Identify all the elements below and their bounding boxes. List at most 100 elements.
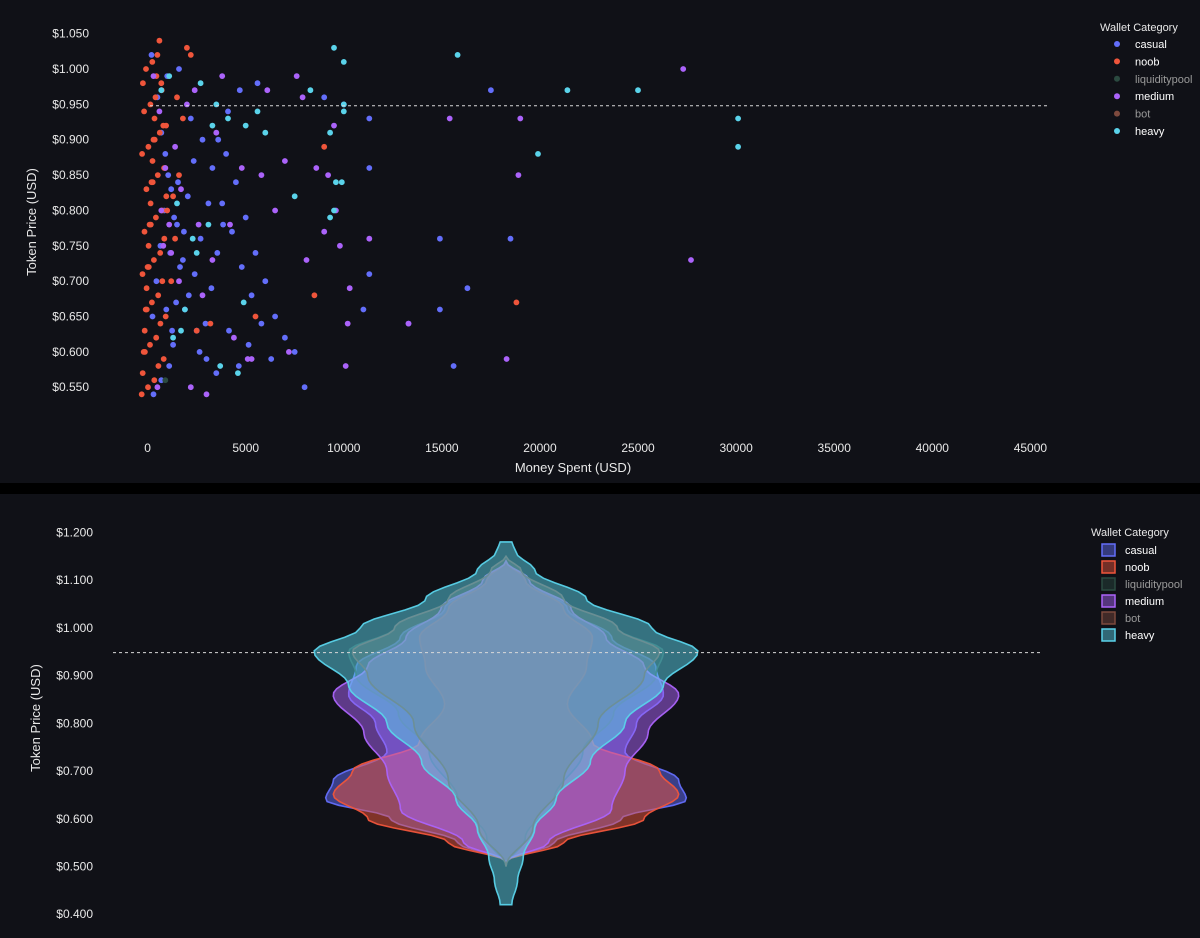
legend-item-liquiditypool[interactable]: liquiditypool (1101, 577, 1182, 591)
x-tick-label: 45000 (1014, 441, 1048, 455)
y-tick-label: $1.100 (56, 573, 93, 587)
data-point (174, 200, 180, 207)
data-point (168, 278, 175, 285)
data-point (162, 377, 169, 384)
data-point (153, 334, 160, 341)
data-point (342, 363, 349, 369)
data-point (174, 94, 180, 101)
data-point (340, 101, 347, 108)
data-point (166, 73, 173, 79)
legend-swatch (1101, 560, 1116, 574)
data-point (464, 285, 471, 292)
data-point (158, 207, 165, 214)
data-point (157, 250, 164, 256)
data-point (153, 278, 160, 285)
y-tick-label: $1.050 (52, 27, 89, 41)
data-point (293, 73, 300, 79)
data-point (242, 214, 249, 221)
legend-marker (1114, 110, 1120, 117)
data-point (163, 306, 170, 313)
data-point (331, 207, 337, 214)
data-point (223, 151, 230, 157)
data-point (340, 59, 347, 65)
data-point (282, 334, 288, 341)
legend-item-medium[interactable]: medium (1101, 594, 1164, 608)
data-point (143, 306, 150, 313)
data-point (235, 363, 242, 369)
data-point (168, 250, 175, 256)
data-point (202, 320, 209, 327)
data-point (152, 94, 159, 101)
data-point (291, 349, 298, 355)
legend-item-bot[interactable]: bot (1101, 611, 1140, 625)
x-tick-label: 25000 (621, 441, 655, 455)
data-point (366, 271, 373, 277)
x-tick-label: 15000 (425, 441, 459, 455)
legend-item-noob[interactable]: noob (1114, 56, 1159, 68)
series-noob (138, 37, 520, 398)
data-point (150, 73, 157, 79)
data-point (170, 193, 177, 200)
data-point (147, 221, 154, 228)
x-tick-label: 20000 (523, 441, 557, 455)
data-point (154, 52, 161, 58)
data-point (174, 221, 180, 228)
data-point (454, 52, 461, 58)
data-point (680, 66, 687, 72)
data-point (154, 172, 161, 179)
legend-item-heavy[interactable]: heavy (1101, 628, 1155, 642)
legend-item-bot[interactable]: bot (1114, 109, 1150, 121)
data-point (254, 80, 261, 87)
data-point (446, 115, 453, 122)
y-axis-title: Token Price (USD) (24, 168, 39, 276)
violins (313, 541, 699, 906)
data-point (225, 115, 231, 122)
data-point (138, 391, 145, 398)
data-point (205, 200, 212, 207)
data-point (169, 327, 176, 334)
data-point (258, 320, 265, 327)
y-axis-title: Token Price (USD) (28, 664, 43, 772)
legend-item-medium[interactable]: medium (1114, 91, 1174, 103)
violin-chart: $0.400 $0.500 $0.600 $0.700 $0.800 $0.900 $1.0… (28, 525, 1182, 921)
data-point (513, 299, 520, 306)
legend-item-liquiditypool[interactable]: liquiditypool (1114, 74, 1192, 86)
data-point (182, 306, 188, 313)
legend-swatch (1101, 628, 1116, 642)
y-tick-label: $0.550 (52, 380, 89, 394)
data-point (176, 172, 182, 179)
y-tick-label: $0.600 (52, 345, 89, 359)
legend-title: Wallet Category (1091, 527, 1169, 539)
data-point (158, 87, 165, 94)
data-point (515, 172, 522, 179)
data-point (217, 363, 224, 369)
legend-marker (1114, 93, 1120, 100)
legend-item-heavy[interactable]: heavy (1114, 126, 1165, 138)
legend-marker (1114, 41, 1120, 47)
data-point (325, 172, 331, 179)
y-tick-label: $1.200 (56, 525, 93, 539)
data-point (191, 271, 198, 277)
data-point (244, 356, 251, 362)
data-point (149, 179, 156, 186)
legend-item-casual[interactable]: casual (1114, 39, 1167, 51)
data-point (240, 299, 247, 306)
x-tick-label: 0 (144, 441, 151, 455)
y-tick-labels: $0.550 $0.600 $0.650 $0.700 $0.750 $0.800 $0.8… (52, 27, 89, 395)
legend-swatch (1101, 577, 1116, 591)
data-point (264, 87, 271, 94)
data-point (258, 172, 265, 179)
data-point (331, 44, 337, 51)
data-point (238, 264, 245, 270)
scatter-chart: $0.550 $0.600 $0.650 $0.700 $0.750 $0.800 $0.8… (24, 22, 1192, 475)
data-point (176, 66, 182, 72)
legend-item-casual[interactable]: casual (1101, 543, 1157, 557)
legend-marker (1114, 58, 1120, 65)
data-point (272, 207, 278, 214)
data-point (199, 136, 206, 143)
legend-item-noob[interactable]: noob (1101, 560, 1149, 574)
data-point (226, 327, 232, 334)
data-point (160, 242, 167, 249)
x-tick-labels: 0 5000 10000 15000 20000 25000 30000 35000 40000… (144, 441, 1047, 455)
data-point (346, 285, 353, 292)
